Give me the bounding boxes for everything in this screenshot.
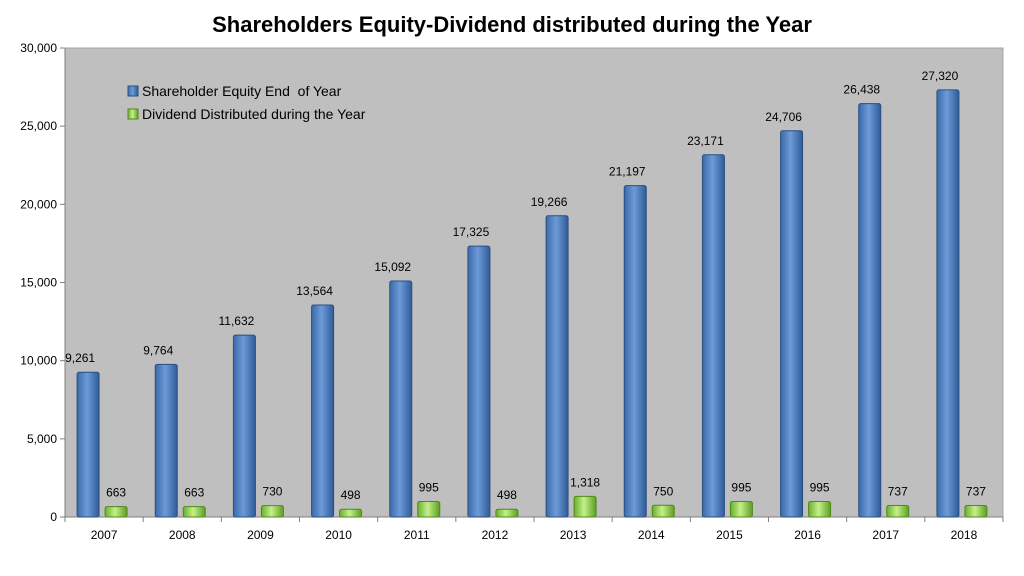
dividend-data-label: 995 [810,480,830,494]
equity-data-label: 15,092 [374,260,411,274]
equity-bar [858,103,882,518]
dividend-data-label: 995 [731,480,751,494]
dividend-bar [495,508,519,518]
equity-bar [623,185,647,518]
dividend-bar [104,506,128,518]
dividend-data-label: 730 [262,485,282,499]
x-tick-label: 2018 [951,528,978,542]
x-tick-label: 2015 [716,528,743,542]
equity-data-label: 26,438 [843,83,880,97]
equity-data-label: 19,266 [531,195,568,209]
x-tick-label: 2010 [325,528,352,542]
equity-data-label: 23,171 [687,134,724,148]
y-tick-label: 0 [50,510,57,524]
y-tick-label: 10,000 [20,354,57,368]
x-tick-label: 2016 [794,528,821,542]
equity-bar [701,154,725,518]
equity-data-label: 9,261 [65,351,95,365]
legend-swatch-dividend [127,108,139,120]
equity-bar [389,280,413,518]
dividend-bar [417,500,441,518]
x-tick-label: 2009 [247,528,274,542]
y-tick-label: 30,000 [20,41,57,55]
dividend-data-label: 995 [419,480,439,494]
equity-bar [545,215,569,518]
equity-data-label: 21,197 [609,165,646,179]
equity-data-label: 9,764 [143,343,173,357]
plot-area [64,47,1004,518]
x-tick-label: 2007 [91,528,118,542]
equity-bar [232,334,256,518]
equity-bar [467,245,491,518]
dividend-bar [729,500,753,518]
dividend-bar [339,508,363,518]
equity-bar [154,363,178,518]
legend-swatch-equity [127,85,139,97]
dividend-data-label: 750 [653,484,673,498]
equity-bar [936,89,960,518]
y-tick-label: 5,000 [27,432,57,446]
dividend-bar [964,504,988,518]
x-tick-label: 2017 [872,528,899,542]
x-tick-label: 2013 [560,528,587,542]
equity-data-label: 11,632 [219,314,255,328]
chart-title: Shareholders Equity-Dividend distributed… [212,12,812,37]
dividend-bar [260,505,284,518]
dividend-bar [182,506,206,518]
legend-label-equity: Shareholder Equity End of Year [142,83,342,99]
equity-data-label: 24,706 [765,110,802,124]
dividend-data-label: 498 [497,488,517,502]
y-tick-label: 15,000 [20,276,57,290]
dividend-bar [573,495,597,518]
dividend-data-label: 1,318 [570,475,600,489]
dividend-data-label: 663 [106,486,126,500]
equity-data-label: 27,320 [922,69,959,83]
dividend-data-label: 663 [184,486,204,500]
dividend-bar [808,500,832,518]
y-tick-label: 25,000 [20,119,57,133]
x-tick-label: 2014 [638,528,665,542]
dividend-data-label: 737 [888,484,908,498]
x-tick-label: 2011 [404,528,430,542]
equity-bar [76,371,100,518]
legend-label-dividend: Dividend Distributed during the Year [142,106,366,122]
equity-data-label: 13,564 [296,284,333,298]
equity-bar [311,304,335,518]
x-tick-label: 2008 [169,528,196,542]
y-tick-label: 20,000 [20,197,57,211]
dividend-bar [886,504,910,518]
dividend-bar [651,504,675,518]
dividend-data-label: 737 [966,484,986,498]
x-tick-label: 2012 [482,528,509,542]
equity-data-label: 17,325 [453,225,490,239]
dividend-data-label: 498 [341,488,361,502]
equity-bar [780,130,804,518]
